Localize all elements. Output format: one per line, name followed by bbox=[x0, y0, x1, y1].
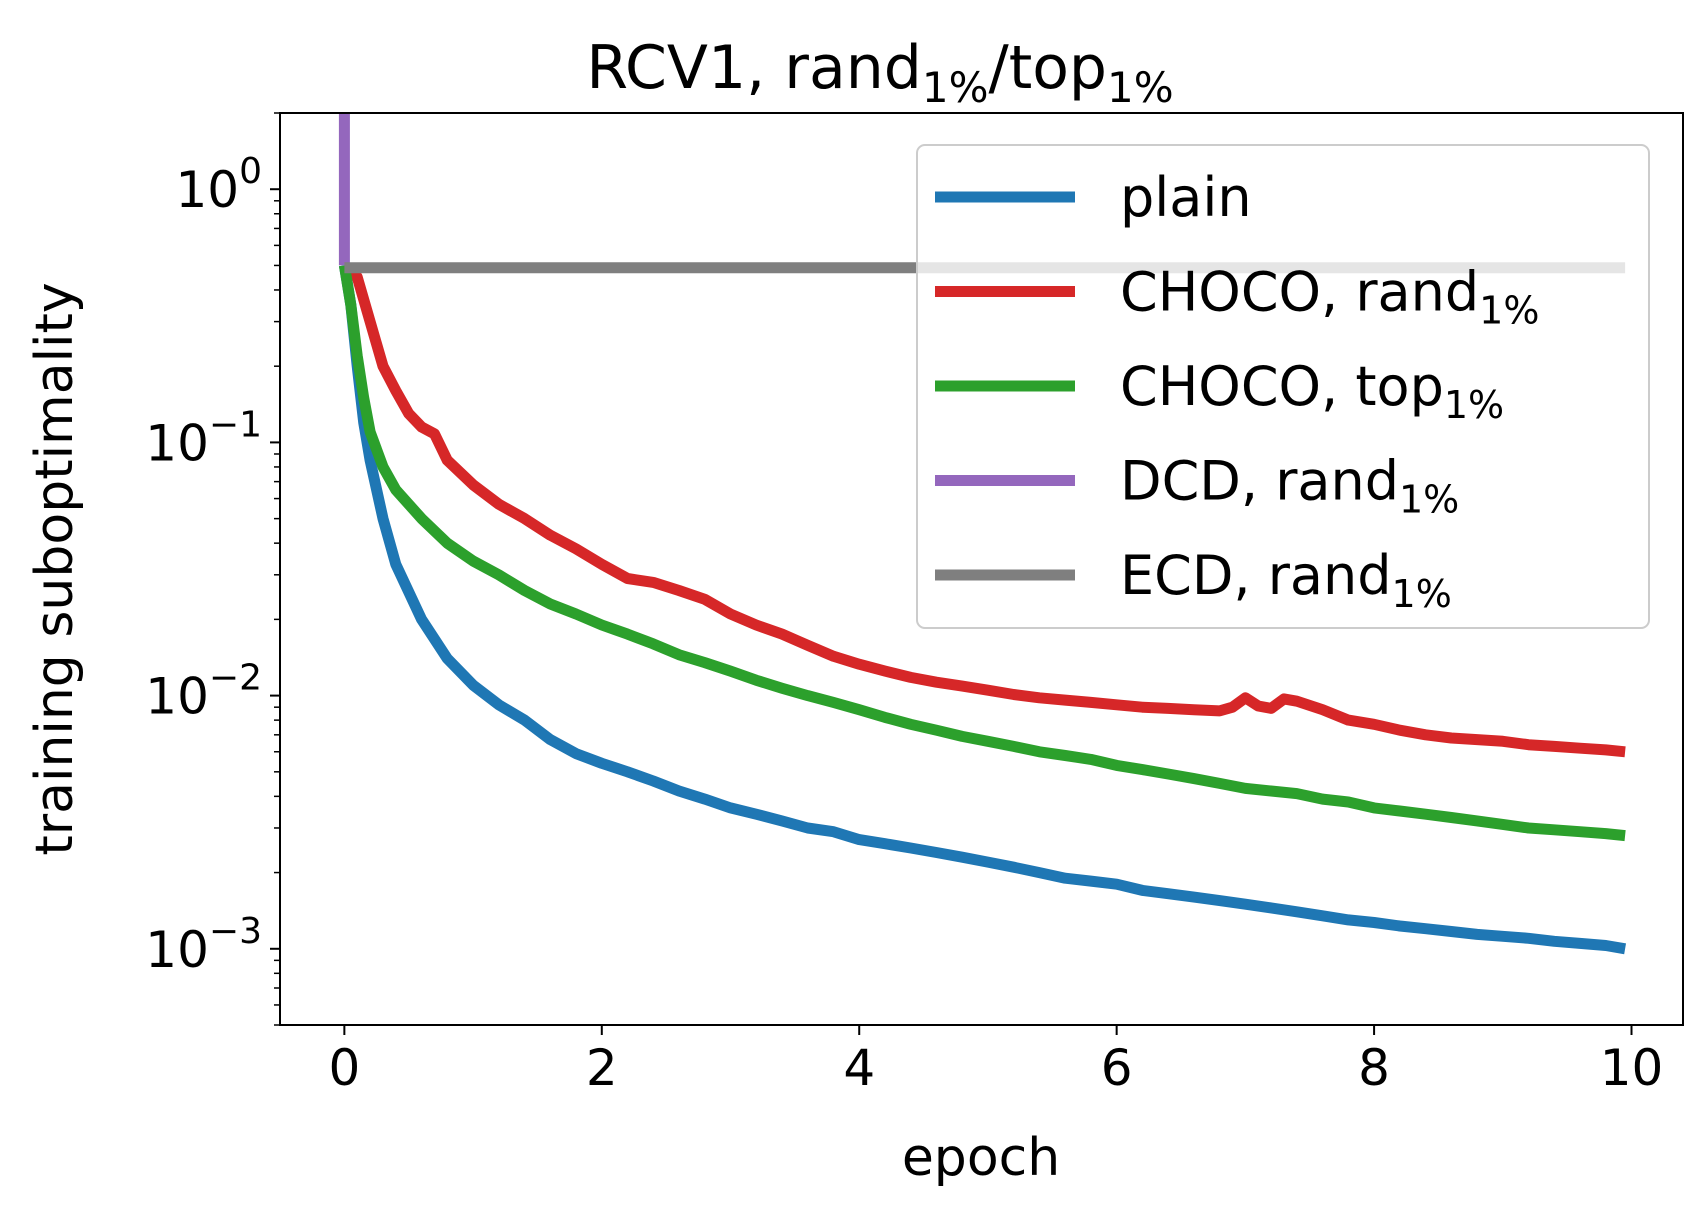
x-tick-label: 0 bbox=[328, 1039, 360, 1097]
legend-label-1: CHOCO, rand1% bbox=[1120, 261, 1539, 333]
series-line-0 bbox=[338, 264, 1627, 955]
y-tick-label: 10−3 bbox=[145, 911, 262, 979]
x-axis-label: epoch bbox=[902, 1128, 1060, 1188]
legend-label-2: CHOCO, top1% bbox=[1120, 355, 1504, 427]
legend-box bbox=[916, 144, 1650, 629]
x-tick-label: 10 bbox=[1600, 1039, 1664, 1097]
x-tick-label: 4 bbox=[843, 1039, 875, 1097]
chart-title: RCV1, rand1%/top1% bbox=[586, 33, 1173, 112]
y-axis-ticks: 100 10−1 10−2 10−3 bbox=[145, 112, 280, 1026]
y-axis-label: training suboptimality bbox=[25, 282, 85, 855]
title-sub1: 1% bbox=[922, 63, 989, 112]
x-tick-label: 2 bbox=[586, 1039, 618, 1097]
y-tick-label: 10−1 bbox=[145, 404, 262, 472]
title-mid: /top bbox=[988, 33, 1107, 103]
x-tick-label: 8 bbox=[1358, 1039, 1390, 1097]
y-tick-label: 10−2 bbox=[145, 658, 262, 726]
title-sub2: 1% bbox=[1107, 63, 1174, 112]
legend-label-3: DCD, rand1% bbox=[1120, 450, 1459, 522]
x-tick-label: 6 bbox=[1101, 1039, 1133, 1097]
y-tick-label: 100 bbox=[175, 151, 262, 219]
legend-label-4: ECD, rand1% bbox=[1120, 544, 1452, 616]
title-main: RCV1, rand bbox=[586, 33, 922, 103]
x-axis-ticks: 0 2 4 6 8 10 bbox=[328, 1025, 1663, 1097]
legend: plain CHOCO, rand1% CHOCO, top1% DCD, rand1… bbox=[916, 144, 1650, 629]
series-line-2 bbox=[338, 264, 1626, 842]
legend-label-0: plain bbox=[1120, 166, 1252, 229]
series-line-1 bbox=[340, 261, 1626, 758]
legend-entries: plain CHOCO, rand1% CHOCO, top1% DCD, rand1… bbox=[935, 166, 1539, 616]
axes-frame bbox=[279, 112, 1684, 1026]
